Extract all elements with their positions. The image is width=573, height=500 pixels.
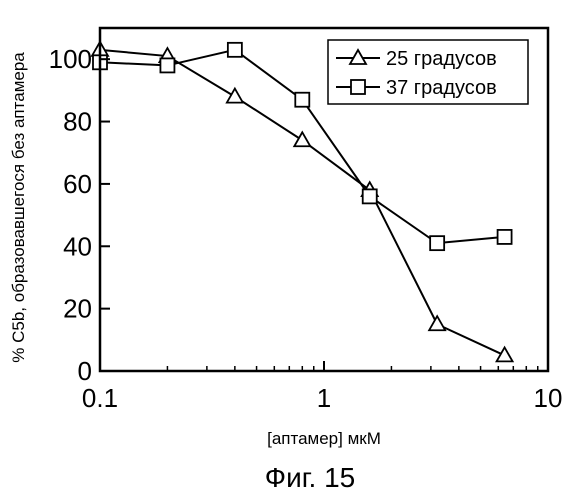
square-marker (351, 80, 365, 94)
y-axis-label: % C5b, образовавшегося без аптамера (9, 52, 28, 363)
x-tick-label: 1 (317, 383, 331, 413)
square-marker (363, 189, 377, 203)
y-tick-label: 60 (63, 169, 92, 199)
y-tick-label: 20 (63, 294, 92, 324)
y-tick-label: 100 (49, 44, 92, 74)
square-marker (295, 93, 309, 107)
y-tick-label: 40 (63, 231, 92, 261)
figure-caption: Фиг. 15 (265, 462, 355, 493)
square-marker (498, 230, 512, 244)
legend: 25 градусов 37 градусов (328, 40, 528, 104)
square-marker (228, 43, 242, 57)
triangle-marker (294, 132, 310, 146)
square-marker (160, 58, 174, 72)
x-axis-label: [аптамер] мкМ (267, 429, 381, 448)
y-tick-label: 80 (63, 107, 92, 137)
x-tick-label: 10 (534, 383, 563, 413)
legend-label: 25 градусов (386, 48, 497, 70)
triangle-marker (497, 347, 513, 361)
square-marker (430, 236, 444, 250)
x-tick-label: 0.1 (82, 383, 118, 413)
triangle-marker (227, 89, 243, 103)
legend-label: 37 градусов (386, 77, 497, 99)
triangle-marker (429, 316, 445, 330)
y-tick-label: 0 (78, 356, 92, 386)
